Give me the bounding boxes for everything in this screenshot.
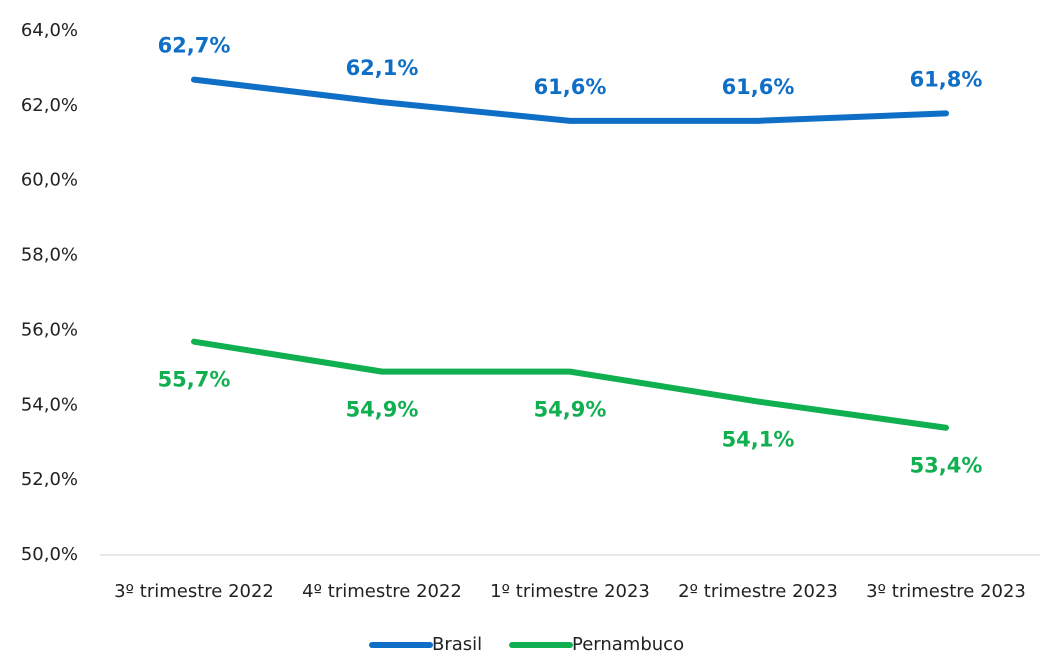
data-label: 62,1%	[346, 56, 419, 80]
x-tick-label: 3º trimestre 2022	[114, 581, 274, 602]
data-label: 54,9%	[534, 398, 607, 422]
y-tick-label: 56,0%	[21, 319, 78, 340]
data-label: 54,1%	[722, 428, 795, 452]
y-tick-label: 60,0%	[21, 170, 78, 191]
x-tick-label: 4º trimestre 2022	[302, 581, 462, 602]
data-label: 55,7%	[158, 368, 231, 392]
legend-label: Pernambuco	[572, 634, 684, 655]
line	[191, 338, 949, 431]
line	[191, 76, 949, 124]
data-label: 61,6%	[722, 75, 795, 99]
data-label: 61,8%	[910, 67, 983, 91]
y-tick-label: 64,0%	[21, 20, 78, 41]
y-tick-label: 62,0%	[21, 95, 78, 116]
data-label: 54,9%	[346, 398, 419, 422]
data-label: 53,4%	[910, 454, 983, 478]
x-tick-label: 3º trimestre 2023	[866, 581, 1026, 602]
y-tick-label: 54,0%	[21, 394, 78, 415]
data-label: 61,6%	[534, 75, 607, 99]
x-tick-label: 2º trimestre 2023	[678, 581, 838, 602]
x-tick-label: 1º trimestre 2023	[490, 581, 650, 602]
legend-label: Brasil	[432, 634, 482, 655]
y-tick-label: 58,0%	[21, 245, 78, 266]
y-tick-label: 52,0%	[21, 469, 78, 490]
y-tick-label: 50,0%	[21, 544, 78, 565]
data-label: 62,7%	[158, 34, 231, 58]
